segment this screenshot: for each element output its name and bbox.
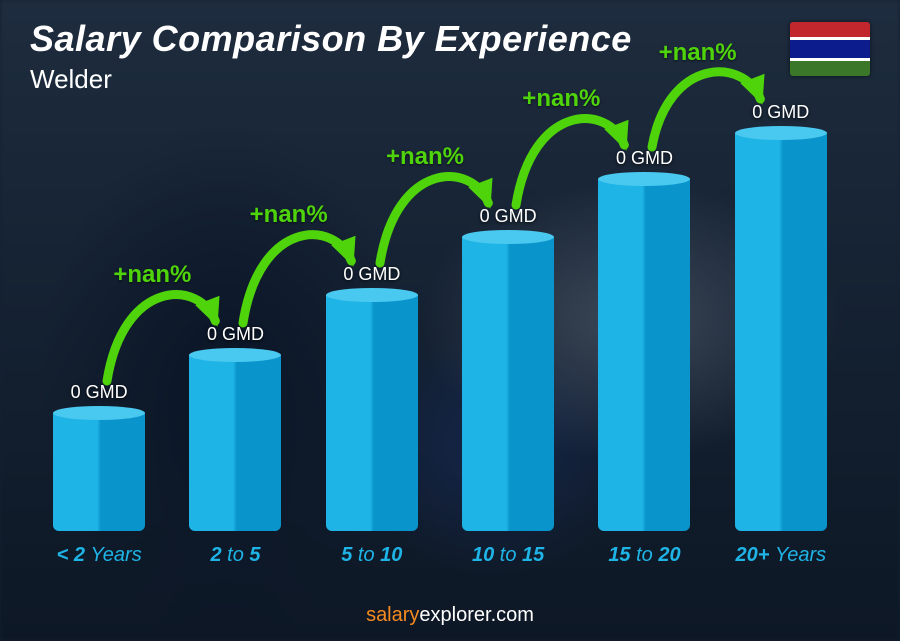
chart-subtitle: Welder bbox=[30, 64, 632, 95]
bar-value-label: 0 GMD bbox=[343, 264, 400, 285]
bar bbox=[53, 413, 145, 531]
bar-top-face bbox=[53, 406, 145, 420]
bar-body bbox=[462, 237, 554, 531]
bar-value-label: 0 GMD bbox=[71, 382, 128, 403]
footer-rest: explorer.com bbox=[419, 604, 534, 626]
bar-value-label: 0 GMD bbox=[480, 206, 537, 227]
footer-accent: salary bbox=[366, 604, 419, 626]
bar-slot: 0 GMD bbox=[313, 264, 431, 531]
bar-slot: 0 GMD bbox=[722, 102, 840, 531]
bar-top-face bbox=[735, 126, 827, 140]
footer-brand: salaryexplorer.com bbox=[0, 604, 900, 627]
chart-title: Salary Comparison By Experience bbox=[30, 18, 632, 60]
x-axis-label: 2 to 5 bbox=[176, 544, 294, 567]
x-axis-label: 20+ Years bbox=[722, 544, 840, 567]
bar-body bbox=[326, 295, 418, 531]
x-labels: < 2 Years 2 to 5 5 to 10 10 to 15 15 to 20 20… bbox=[40, 544, 840, 567]
bar-body bbox=[598, 179, 690, 531]
growth-arrow-label: +nan% bbox=[659, 39, 737, 67]
bar-value-label: 0 GMD bbox=[616, 148, 673, 169]
country-flag bbox=[790, 22, 870, 76]
bar-top-face bbox=[189, 348, 281, 362]
x-axis-label: 15 to 20 bbox=[585, 544, 703, 567]
bar-body bbox=[189, 355, 281, 531]
title-block: Salary Comparison By Experience Welder bbox=[30, 18, 632, 95]
bar bbox=[326, 295, 418, 531]
flag-stripe bbox=[790, 22, 870, 37]
x-axis-label: < 2 Years bbox=[40, 544, 158, 567]
x-axis-label: 5 to 10 bbox=[313, 544, 431, 567]
content-root: Salary Comparison By Experience Welder A… bbox=[0, 0, 900, 641]
bar-chart: +nan%+nan%+nan%+nan%+nan% 0 GMD0 GMD0 GM… bbox=[40, 120, 840, 561]
bar-value-label: 0 GMD bbox=[752, 102, 809, 123]
bar bbox=[189, 355, 281, 531]
bar bbox=[462, 237, 554, 531]
bar-body bbox=[53, 413, 145, 531]
flag-stripe bbox=[790, 61, 870, 76]
bar-slot: 0 GMD bbox=[176, 324, 294, 531]
bar bbox=[598, 179, 690, 531]
bar-top-face bbox=[326, 288, 418, 302]
bar-slot: 0 GMD bbox=[585, 148, 703, 531]
bar-top-face bbox=[462, 230, 554, 244]
bar bbox=[735, 133, 827, 531]
bar-body bbox=[735, 133, 827, 531]
bar-value-label: 0 GMD bbox=[207, 324, 264, 345]
bar-slot: 0 GMD bbox=[449, 206, 567, 531]
bars-container: 0 GMD0 GMD0 GMD0 GMD0 GMD0 GMD bbox=[40, 120, 840, 531]
x-axis-label: 10 to 15 bbox=[449, 544, 567, 567]
flag-stripe bbox=[790, 40, 870, 58]
bar-slot: 0 GMD bbox=[40, 382, 158, 531]
bar-top-face bbox=[598, 172, 690, 186]
